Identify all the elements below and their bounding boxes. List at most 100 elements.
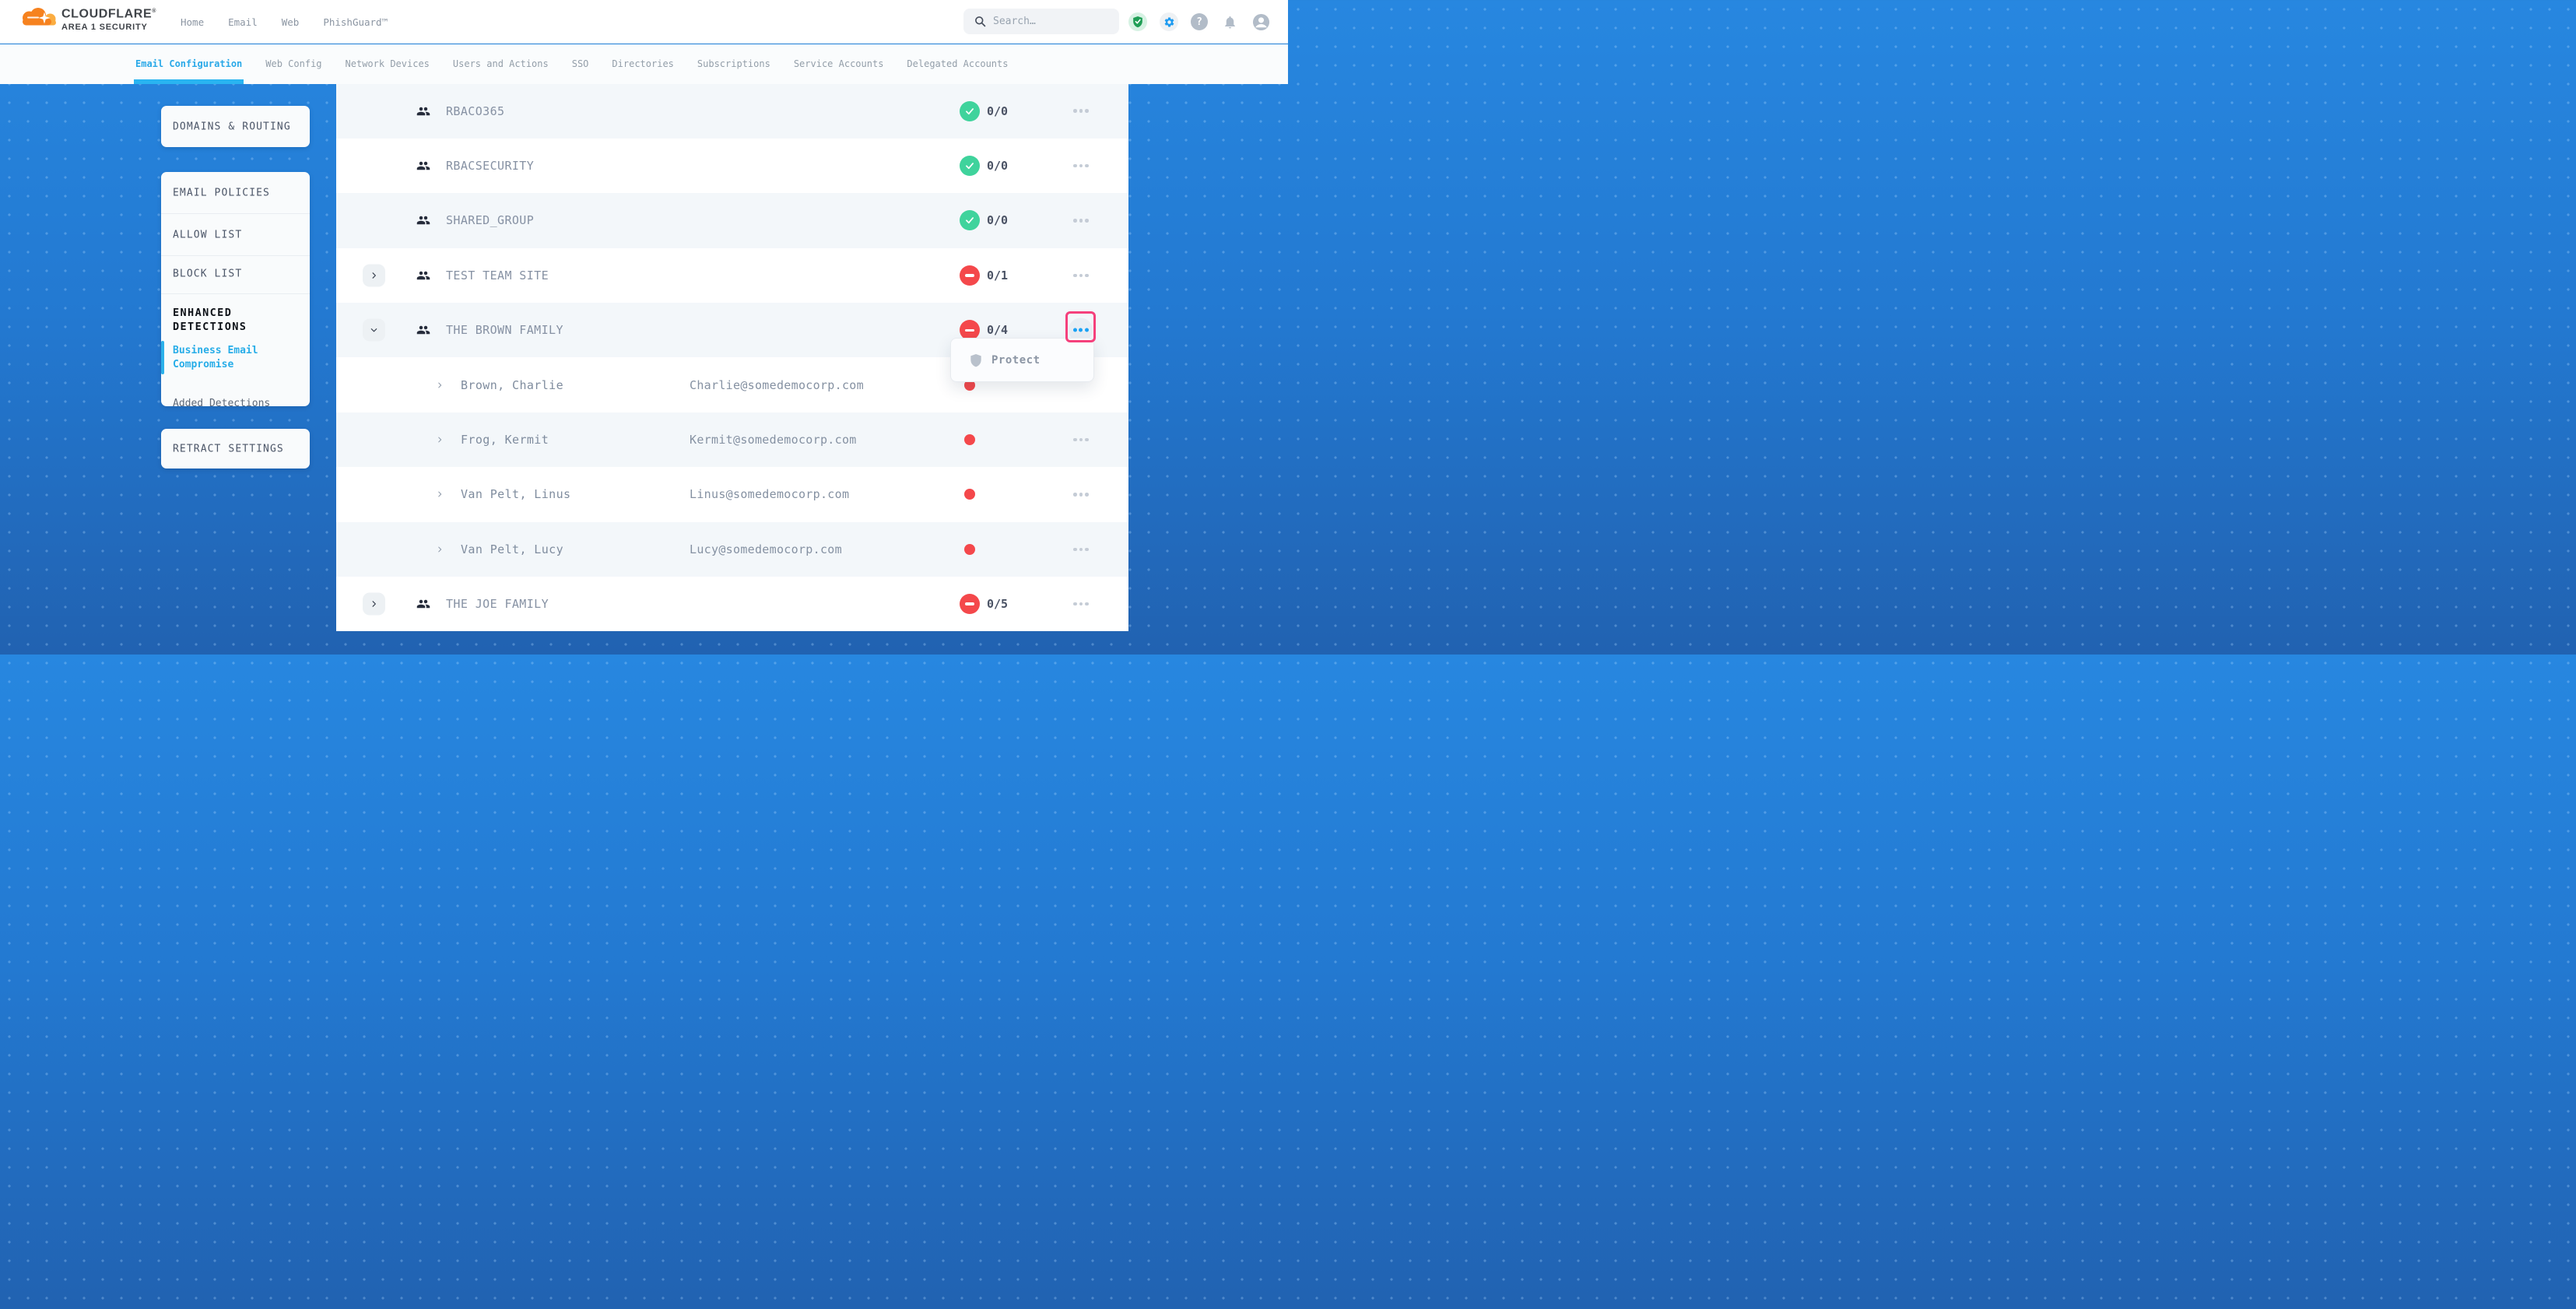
row-actions-menu-button[interactable] — [1064, 209, 1098, 232]
sidebar-item-retract-settings[interactable]: RETRACT SETTINGS — [173, 443, 284, 455]
member-chevron-icon — [436, 546, 444, 553]
brand-subtitle: AREA 1 SECURITY — [61, 23, 148, 33]
table-row-group[interactable]: THE JOE FAMILY 0/5 — [336, 577, 1128, 632]
status-alert-dot — [964, 379, 975, 391]
group-icon — [416, 323, 430, 337]
row-actions-menu-button[interactable] — [1064, 428, 1098, 451]
member-chevron-icon — [436, 381, 444, 389]
divider — [161, 212, 310, 214]
top-nav-email[interactable]: Email — [228, 16, 258, 28]
row-context-menu: Protect — [950, 338, 1094, 382]
shield-check-icon[interactable] — [1128, 12, 1147, 31]
status-alert-dot — [964, 543, 975, 555]
notifications-bell-icon[interactable] — [1220, 12, 1239, 31]
row-actions-menu-button[interactable] — [1064, 592, 1098, 616]
status-unprotected-icon — [960, 594, 980, 615]
cloudflare-logo[interactable]: CLOUDFLARE® AREA 1 SECURITY — [16, 4, 156, 33]
status-protected-icon — [960, 100, 980, 121]
member-email: Linus@somedemocorp.com — [690, 487, 850, 502]
table-row-member[interactable]: Van Pelt, Linus Linus@somedemocorp.com — [336, 467, 1128, 522]
cloudflare-cloud-icon — [23, 8, 56, 26]
top-nav-web[interactable]: Web — [281, 16, 300, 28]
member-email: Kermit@somedemocorp.com — [690, 433, 857, 447]
status-protected-icon — [960, 210, 980, 231]
search-input[interactable] — [993, 16, 1110, 27]
sidebar-item-business-email-compromise[interactable]: Business Email Compromise — [173, 345, 258, 370]
status-unprotected-icon — [960, 265, 980, 286]
account-icon[interactable] — [1251, 12, 1270, 31]
table-row-member[interactable]: Frog, Kermit Kermit@somedemocorp.com — [336, 412, 1128, 468]
divider — [161, 255, 310, 256]
menu-item-protect[interactable]: Protect — [991, 353, 1041, 367]
member-chevron-icon — [436, 436, 444, 444]
member-name: Brown, Charlie — [461, 377, 564, 392]
search-box[interactable] — [963, 9, 1119, 34]
sidebar-item-block-list[interactable]: BLOCK LIST — [173, 268, 243, 280]
tab-delegated-accounts[interactable]: Delegated Accounts — [907, 58, 1009, 70]
group-icon — [416, 597, 430, 611]
member-chevron-icon — [436, 490, 444, 498]
table-row-group[interactable]: SHARED_GROUP 0/0 — [336, 193, 1128, 248]
sidebar-item-enhanced-detections[interactable]: ENHANCED DETECTIONS — [173, 307, 247, 333]
top-nav-phishguard[interactable]: PhishGuard™ — [323, 16, 388, 28]
help-icon[interactable] — [1191, 13, 1208, 30]
group-name: THE BROWN FAMILY — [446, 323, 563, 338]
group-icon — [416, 104, 430, 118]
protected-count: 0/0 — [987, 104, 1009, 118]
protected-count: 0/4 — [987, 323, 1009, 338]
sidebar-item-allow-list[interactable]: ALLOW LIST — [173, 229, 243, 241]
status-alert-dot — [964, 434, 975, 446]
sidebar-item-email-policies[interactable]: EMAIL POLICIES — [173, 187, 270, 199]
protected-count: 0/0 — [987, 213, 1009, 228]
row-actions-menu-button[interactable] — [1064, 538, 1098, 561]
expand-row-button[interactable] — [363, 264, 385, 287]
member-name: Frog, Kermit — [461, 433, 549, 447]
table-row-group[interactable]: TEST TEAM SITE 0/1 — [336, 247, 1128, 304]
shield-icon — [970, 353, 981, 367]
protected-count: 0/5 — [987, 597, 1009, 612]
app-header: CLOUDFLARE® AREA 1 SECURITY Home Email W… — [0, 0, 1288, 44]
divider — [161, 293, 310, 294]
sidebar-item-domains-routing[interactable]: DOMAINS & ROUTING — [173, 121, 291, 133]
group-name: RBACSECURITY — [446, 159, 535, 174]
member-name: Van Pelt, Linus — [461, 487, 571, 502]
row-actions-menu-button[interactable] — [1064, 483, 1098, 506]
settings-gear-icon[interactable] — [1160, 12, 1178, 31]
row-actions-menu-button[interactable] — [1064, 264, 1098, 287]
tab-network-devices[interactable]: Network Devices — [345, 58, 430, 70]
row-actions-menu-button[interactable] — [1064, 154, 1098, 177]
top-nav: Home Email Web PhishGuard™ — [181, 0, 388, 44]
group-name: SHARED_GROUP — [446, 213, 535, 228]
tab-directories[interactable]: Directories — [612, 58, 674, 70]
sidebar-item-added-detections[interactable]: Added Detections — [173, 398, 271, 409]
status-protected-icon — [960, 156, 980, 177]
tab-web-config[interactable]: Web Config — [265, 58, 322, 70]
member-email: Charlie@somedemocorp.com — [690, 377, 864, 392]
sidebar-card-retract-settings: RETRACT SETTINGS — [161, 429, 310, 469]
row-actions-menu-button[interactable] — [1064, 100, 1098, 123]
tab-subscriptions[interactable]: Subscriptions — [697, 58, 770, 70]
brand-name: CLOUDFLARE® — [61, 7, 156, 21]
tab-email-configuration[interactable]: Email Configuration — [133, 44, 244, 84]
top-nav-home[interactable]: Home — [181, 16, 205, 28]
tab-users-and-actions[interactable]: Users and Actions — [452, 58, 549, 70]
active-item-indicator — [161, 341, 164, 374]
group-name: THE JOE FAMILY — [446, 597, 549, 612]
table-row-group[interactable]: RBACO365 0/0 — [336, 83, 1128, 139]
status-alert-dot — [964, 489, 975, 500]
table-row-member[interactable]: Van Pelt, Lucy Lucy@somedemocorp.com — [336, 521, 1128, 577]
collapse-row-button[interactable] — [363, 318, 385, 342]
sidebar-card-policies: EMAIL POLICIES ALLOW LIST BLOCK LIST ENH… — [161, 172, 310, 409]
protected-count: 0/0 — [987, 159, 1009, 174]
expand-row-button[interactable] — [363, 592, 385, 616]
sidebar-card-domains-routing: DOMAINS & ROUTING — [161, 106, 310, 147]
protected-count: 0/1 — [987, 268, 1009, 283]
subnav: Email Configuration Web Config Network D… — [0, 44, 1288, 84]
table-row-group[interactable]: RBACSECURITY 0/0 — [336, 138, 1128, 194]
group-icon — [416, 268, 430, 283]
header-icons — [1128, 0, 1270, 44]
tab-service-accounts[interactable]: Service Accounts — [793, 58, 884, 70]
search-icon — [975, 16, 986, 27]
tab-sso[interactable]: SSO — [571, 58, 589, 70]
group-name: TEST TEAM SITE — [446, 268, 549, 283]
